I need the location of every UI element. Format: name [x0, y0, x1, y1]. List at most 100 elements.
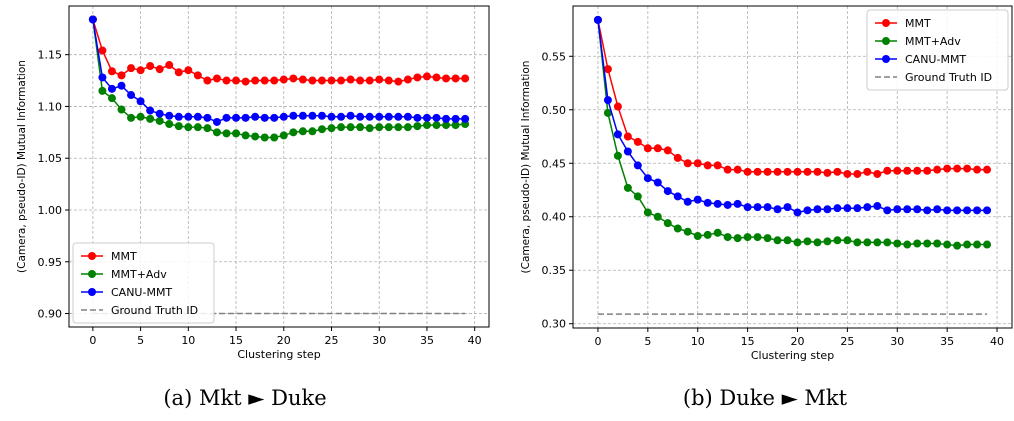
- data-point: [165, 111, 174, 120]
- data-point: [356, 123, 365, 132]
- data-point: [337, 123, 346, 132]
- series-line-mmt: [597, 19, 988, 175]
- data-point: [653, 144, 662, 153]
- data-point: [623, 132, 632, 141]
- data-point: [923, 239, 932, 248]
- data-point: [883, 166, 892, 175]
- data-point: [803, 237, 812, 246]
- data-point: [174, 68, 183, 77]
- legend-swatch-marker: [882, 37, 890, 45]
- data-point: [270, 133, 279, 142]
- y-tick-label: 0.90: [38, 308, 63, 321]
- data-point: [308, 76, 317, 85]
- y-tick-label: 0.95: [38, 256, 63, 269]
- data-point: [279, 131, 288, 140]
- data-point: [222, 129, 231, 138]
- y-tick-label: 1.15: [38, 49, 63, 62]
- data-point: [743, 233, 752, 242]
- data-point: [203, 113, 212, 122]
- data-point: [365, 112, 374, 121]
- x-tick-label: 0: [594, 335, 601, 348]
- data-point: [933, 205, 942, 214]
- x-tick-label: 30: [890, 335, 904, 348]
- data-point: [723, 165, 732, 174]
- data-point: [873, 202, 882, 211]
- data-point: [663, 187, 672, 196]
- data-point: [823, 205, 832, 214]
- legend-swatch-marker: [88, 270, 96, 278]
- series-line-canu-mmt: [597, 19, 988, 214]
- data-point: [298, 111, 307, 120]
- data-point: [943, 240, 952, 249]
- data-point: [883, 238, 892, 247]
- data-point: [963, 164, 972, 173]
- data-point: [783, 203, 792, 212]
- data-point: [933, 165, 942, 174]
- data-point: [723, 200, 732, 209]
- data-point: [317, 111, 326, 120]
- data-point: [763, 234, 772, 243]
- data-point: [613, 102, 622, 111]
- data-point: [983, 165, 992, 174]
- data-point: [232, 76, 241, 85]
- data-point: [251, 132, 260, 141]
- data-point: [913, 205, 922, 214]
- legend-swatch-marker: [88, 288, 96, 296]
- data-point: [963, 240, 972, 249]
- figure-caption: (a) Mkt ► Duke: [163, 386, 326, 410]
- data-point: [653, 178, 662, 187]
- data-point: [346, 75, 355, 84]
- data-point: [279, 112, 288, 121]
- x-tick-label: 30: [372, 334, 386, 347]
- data-point: [863, 167, 872, 176]
- y-tick-label: 0.50: [542, 104, 567, 117]
- data-point: [327, 112, 336, 121]
- data-point: [923, 166, 932, 175]
- data-point: [432, 113, 441, 122]
- data-point: [633, 192, 642, 201]
- data-point: [633, 161, 642, 170]
- data-point: [279, 75, 288, 84]
- plot-frame: [572, 5, 1013, 329]
- data-point: [673, 224, 682, 233]
- data-point: [603, 65, 612, 74]
- plot-frame: [68, 5, 490, 328]
- data-point: [813, 205, 822, 214]
- data-point: [893, 166, 902, 175]
- y-tick-label: 1.10: [38, 100, 63, 113]
- data-point: [843, 169, 852, 178]
- data-point: [413, 122, 422, 131]
- data-point: [88, 15, 97, 24]
- data-point: [432, 73, 441, 82]
- data-point: [127, 64, 136, 73]
- data-point: [289, 128, 298, 137]
- data-point: [403, 123, 412, 132]
- data-point: [155, 116, 164, 125]
- data-point: [893, 205, 902, 214]
- data-point: [212, 117, 221, 126]
- x-axis-label: Clustering step: [237, 348, 320, 361]
- data-point: [117, 105, 126, 114]
- data-point: [98, 73, 107, 82]
- data-point: [593, 15, 602, 24]
- data-point: [308, 127, 317, 136]
- data-point: [174, 112, 183, 121]
- legend-label: CANU-MMT: [111, 286, 172, 299]
- data-point: [270, 76, 279, 85]
- data-point: [963, 206, 972, 215]
- chart-panel-2: 0 5 10 15 20 25 30 35 40 0.30 0.35 0.40 0.45 0.50 0.55…: [520, 5, 1013, 410]
- data-point: [873, 169, 882, 178]
- data-point: [773, 236, 782, 245]
- data-point: [973, 240, 982, 249]
- data-point: [923, 206, 932, 215]
- data-point: [193, 112, 202, 121]
- data-point: [241, 77, 250, 86]
- data-point: [983, 240, 992, 249]
- data-point: [346, 123, 355, 132]
- data-point: [155, 109, 164, 118]
- data-point: [743, 203, 752, 212]
- data-point: [743, 167, 752, 176]
- legend: MMT MMT+Adv CANU-MMT Ground Truth ID: [72, 242, 215, 324]
- data-point: [973, 165, 982, 174]
